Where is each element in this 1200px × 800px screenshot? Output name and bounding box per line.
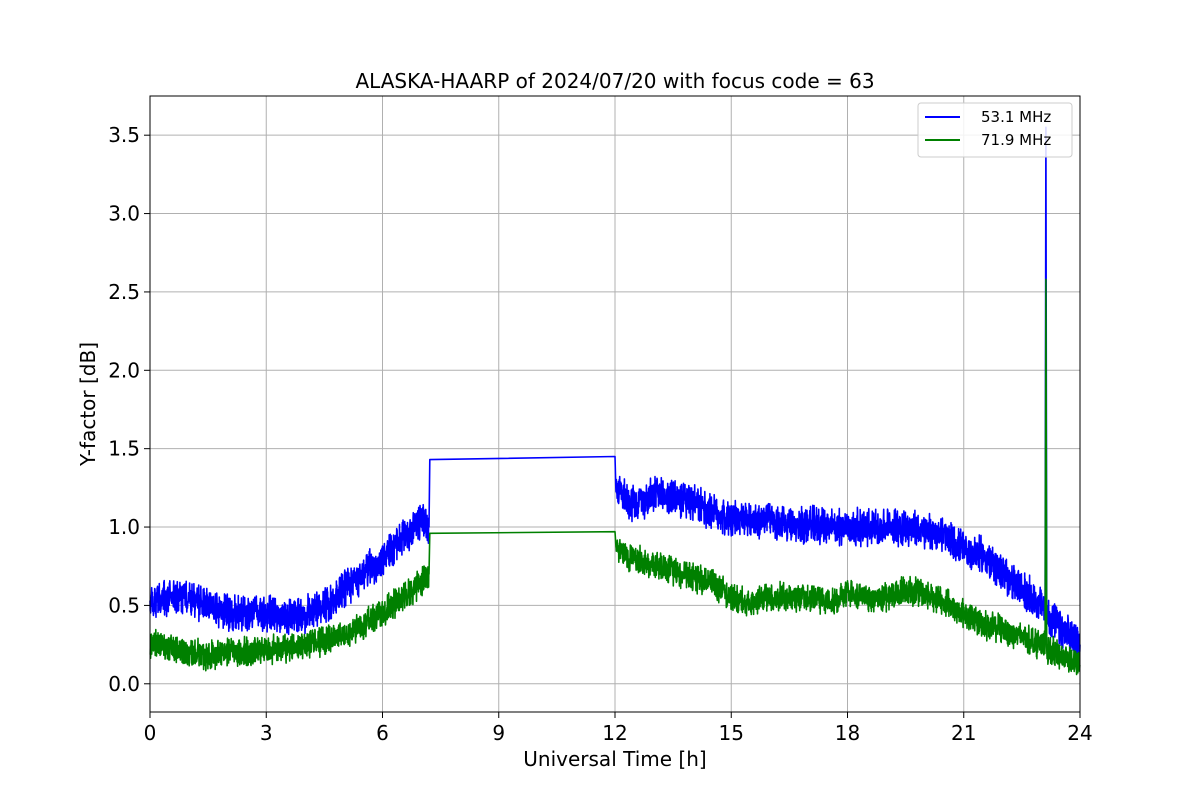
- y-tick-label: 3.5: [108, 123, 140, 147]
- y-tick-label: 0.5: [108, 593, 140, 617]
- series-line-53-1: [149, 126, 1081, 663]
- x-tick-label: 6: [376, 721, 389, 745]
- x-tick-label: 3: [260, 721, 273, 745]
- y-tick-label: 3.0: [108, 202, 140, 226]
- x-tick-label: 15: [719, 721, 744, 745]
- y-tick-label: 0.0: [108, 672, 140, 696]
- x-tick-label: 24: [1067, 721, 1092, 745]
- x-tick-label: 18: [835, 721, 860, 745]
- series-line-71-9: [149, 278, 1081, 676]
- y-tick-label: 1.5: [108, 437, 140, 461]
- x-tick-label: 0: [144, 721, 157, 745]
- legend-label-71-9: 71.9 MHz: [981, 131, 1051, 149]
- legend: 53.1 MHz 71.9 MHz: [917, 102, 1073, 158]
- y-tick-label: 2.0: [108, 358, 140, 382]
- x-tick-label: 12: [602, 721, 627, 745]
- axis-ticks: 0 3 6 9 12 15 18 21 24 0.0 0.5 1.0 1.5 2.0 2.5 3.0 3.5: [108, 123, 1093, 745]
- y-axis-label: Y-factor [dB]: [76, 342, 100, 467]
- x-axis-label: Universal Time [h]: [523, 747, 706, 771]
- series-lines: [149, 126, 1081, 676]
- y-tick-label: 2.5: [108, 280, 140, 304]
- x-tick-label: 21: [951, 721, 976, 745]
- x-tick-label: 9: [492, 721, 505, 745]
- legend-label-53-1: 53.1 MHz: [981, 108, 1051, 126]
- y-tick-label: 1.0: [108, 515, 140, 539]
- chart-title: ALASKA-HAARP of 2024/07/20 with focus co…: [355, 69, 874, 93]
